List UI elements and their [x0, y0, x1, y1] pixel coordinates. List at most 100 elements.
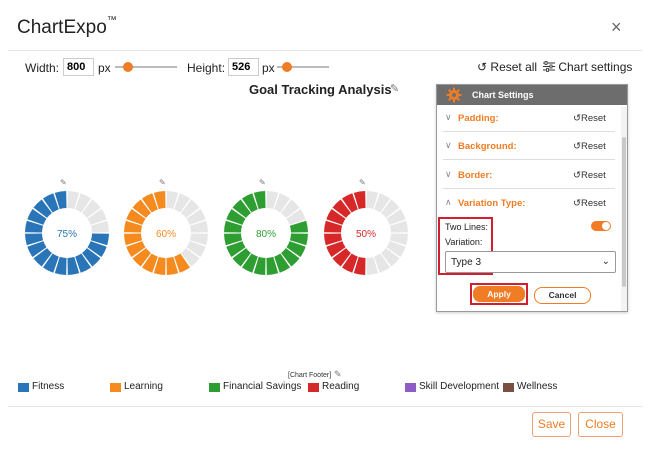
donut-segment-filled	[241, 193, 258, 213]
donut-segment-filled	[42, 193, 59, 213]
close-button[interactable]: Close	[578, 412, 623, 437]
donut-segment-empty	[186, 241, 206, 258]
donut-financial-savings[interactable]: 80%	[222, 189, 310, 277]
donut-segment-filled	[126, 208, 146, 225]
settings-panel-scrollbar[interactable]	[621, 107, 627, 311]
donut-segment-filled	[224, 233, 243, 246]
donut-segment-empty	[189, 220, 208, 233]
edit-donut-pencil-icon[interactable]: ✎	[159, 178, 166, 187]
donut-segment-empty	[189, 233, 208, 246]
settings-row-border[interactable]: ∨ Border: ↺Reset	[443, 161, 615, 189]
donut-value-label: 80%	[256, 229, 276, 240]
border-reset-label: Reset	[580, 170, 606, 181]
donut-segment-empty	[386, 208, 406, 225]
chart-settings-label: Chart settings	[558, 60, 633, 74]
donut-segment-filled	[124, 233, 143, 246]
donut-segment-empty	[82, 199, 101, 218]
reset-icon: ↺	[573, 113, 581, 124]
chevron-down-icon: ∨	[445, 169, 452, 179]
reset-icon: ↺	[477, 60, 488, 74]
donut-segment-filled	[82, 248, 101, 267]
width-slider-track[interactable]	[115, 66, 177, 68]
legend-swatch	[18, 383, 29, 392]
padding-reset-label: Reset	[580, 113, 606, 124]
gear-icon	[446, 87, 462, 103]
close-icon[interactable]: ×	[611, 17, 622, 37]
edit-donut-pencil-icon[interactable]: ✎	[60, 178, 67, 187]
border-reset-button[interactable]: ↺Reset	[573, 170, 606, 181]
chevron-down-icon: ∨	[445, 140, 452, 150]
donut-segment-filled	[324, 220, 343, 233]
settings-row-background[interactable]: ∨ Background: ↺Reset	[443, 132, 615, 160]
donut-fitness[interactable]: 75%	[23, 189, 111, 277]
background-label: Background:	[458, 141, 517, 152]
donut-segment-filled	[353, 191, 366, 210]
legend-label: Learning	[124, 381, 163, 392]
donut-segment-filled	[153, 191, 166, 210]
edit-footer-pencil-icon[interactable]: ✎	[334, 369, 342, 379]
donut-segment-empty	[174, 193, 191, 213]
reset-all-label: Reset all	[490, 60, 538, 74]
donut-segment-filled	[232, 199, 251, 218]
donut-segment-filled	[124, 220, 143, 233]
donut-segment-empty	[166, 191, 179, 210]
legend-label: Wellness	[517, 381, 558, 392]
donut-segment-filled	[341, 193, 358, 213]
donut-segment-filled	[27, 241, 47, 258]
scrollbar-thumb[interactable]	[622, 137, 626, 287]
reset-all-button[interactable]: ↺ Reset all	[477, 60, 537, 74]
edit-donut-pencil-icon[interactable]: ✎	[359, 178, 366, 187]
chart-settings-button[interactable]: Chart settings	[543, 60, 632, 74]
height-slider-track[interactable]	[277, 66, 329, 68]
variation-type-reset-button[interactable]: ↺Reset	[573, 198, 606, 209]
padding-reset-button[interactable]: ↺Reset	[573, 113, 606, 124]
variation-select[interactable]: Type 3 ⌄	[445, 251, 616, 273]
donut-segment-filled	[326, 241, 346, 258]
donut-segment-empty	[386, 241, 406, 258]
cancel-button[interactable]: Cancel	[534, 287, 591, 304]
donut-segment-filled	[54, 191, 67, 210]
edit-donut-pencil-icon[interactable]: ✎	[259, 178, 266, 187]
chart-title[interactable]: Goal Tracking Analysis	[249, 82, 392, 97]
legend-swatch	[308, 383, 319, 392]
donut-segment-filled	[87, 241, 107, 258]
app-title: ChartExpo™	[17, 15, 117, 39]
donut-segment-filled	[281, 248, 300, 267]
width-input[interactable]: 800	[63, 58, 94, 76]
save-button[interactable]: Save	[532, 412, 571, 437]
donut-segment-empty	[281, 199, 300, 218]
chart-footer-label[interactable]: [Chart Footer]	[288, 372, 332, 379]
donut-value-label: 60%	[156, 229, 176, 240]
donut-value-label: 50%	[356, 229, 376, 240]
variation-type-label: Variation Type:	[458, 198, 526, 209]
donut-segment-filled	[326, 208, 346, 225]
donut-segment-empty	[381, 248, 400, 267]
donut-segment-empty	[286, 208, 306, 225]
donut-learning[interactable]: 60%	[122, 189, 210, 277]
donut-segment-filled	[341, 253, 358, 273]
width-slider-handle[interactable]	[123, 62, 133, 72]
donut-segment-filled	[241, 253, 258, 273]
donut-segment-filled	[132, 248, 151, 267]
height-input[interactable]: 526	[228, 58, 259, 76]
donut-reading[interactable]: 50%	[322, 189, 410, 277]
two-lines-label: Two Lines:	[445, 222, 489, 232]
donut-segment-filled	[226, 241, 246, 258]
donut-value-label: 75%	[57, 229, 77, 240]
height-slider-handle[interactable]	[282, 62, 292, 72]
background-reset-button[interactable]: ↺Reset	[573, 141, 606, 152]
apply-button[interactable]: Apply	[473, 286, 525, 302]
reset-icon: ↺	[573, 198, 581, 209]
variation-highlight-box	[438, 217, 493, 275]
toggle-knob	[602, 222, 610, 230]
two-lines-toggle[interactable]	[591, 221, 611, 231]
legend-swatch	[405, 383, 416, 392]
app-title-text: ChartExpo	[17, 17, 107, 38]
edit-title-pencil-icon[interactable]: ✎	[390, 83, 400, 95]
donut-segment-filled	[126, 241, 146, 258]
settings-row-padding[interactable]: ∨ Padding: ↺Reset	[443, 104, 615, 132]
settings-panel-header: Chart Settings	[437, 85, 627, 105]
donut-segment-filled	[274, 253, 291, 273]
settings-row-variation-type[interactable]: ∧ Variation Type: ↺Reset	[443, 189, 615, 217]
donut-segment-empty	[75, 193, 92, 213]
